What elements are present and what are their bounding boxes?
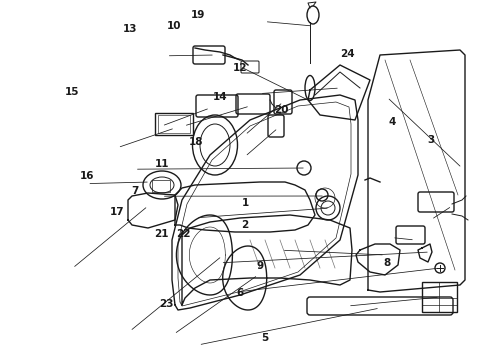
Text: 3: 3: [428, 135, 435, 145]
Text: 12: 12: [233, 63, 247, 73]
Text: 18: 18: [189, 137, 203, 147]
Bar: [152, 180, 170, 192]
Text: 20: 20: [274, 105, 289, 115]
Bar: [155, 113, 193, 135]
Text: 2: 2: [242, 220, 248, 230]
Text: 23: 23: [159, 299, 174, 309]
Text: 4: 4: [388, 117, 396, 127]
Text: 9: 9: [256, 261, 263, 271]
Text: 15: 15: [65, 87, 80, 97]
Text: 13: 13: [122, 24, 137, 34]
Text: 6: 6: [237, 288, 244, 298]
Text: 17: 17: [110, 207, 125, 217]
Text: 1: 1: [242, 198, 248, 208]
Text: 21: 21: [154, 229, 169, 239]
Text: 10: 10: [167, 21, 181, 31]
Text: 24: 24: [341, 49, 355, 59]
Text: 8: 8: [384, 258, 391, 268]
Text: 19: 19: [191, 10, 206, 20]
Text: 5: 5: [261, 333, 268, 343]
Bar: [422, 282, 457, 312]
Text: 14: 14: [213, 92, 228, 102]
Text: 11: 11: [154, 159, 169, 169]
Text: 7: 7: [131, 186, 139, 196]
Bar: [158, 115, 190, 133]
Text: 16: 16: [80, 171, 95, 181]
Text: 22: 22: [176, 229, 191, 239]
